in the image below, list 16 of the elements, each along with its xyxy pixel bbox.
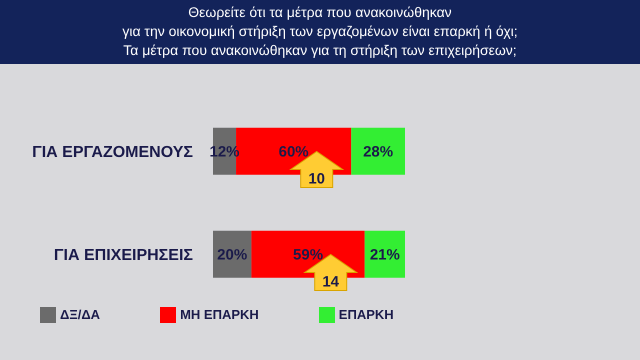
- chart-title: Θεωρείτε ότι τα μέτρα που ανακοινώθηκαν για την οικονομική στήριξη των εργαζομένων είναι επαρκή ή όχι; Τα μέτρα που ανακοινώθηκαν για τη στήριξη των επιχειρήσεων;: [121, 3, 519, 60]
- y-tick-label: ΓΙΑ ΕΠΙΧΕΙΡΗΣΕΙΣ: [54, 247, 194, 264]
- data-label: 21%: [370, 246, 400, 264]
- y-tick-label: ΓΙΑ ΕΡΓΑΖΟΜΕΝΟΥΣ: [32, 144, 194, 162]
- legend-label: ΔΞ/ΔΑ: [60, 307, 100, 322]
- data-label: 60%: [278, 143, 309, 160]
- annotation: 10: [308, 170, 326, 188]
- legend-label: ΕΠΑΡΚΗ: [338, 307, 394, 322]
- bar: [213, 230, 252, 278]
- data-label: 59%: [293, 246, 324, 264]
- bar: [364, 230, 405, 278]
- annotation: 14: [322, 274, 340, 290]
- data-label: 20%: [217, 246, 248, 264]
- data-label: 28%: [363, 143, 394, 160]
- bar: [351, 128, 405, 175]
- legend-label: ΜΗ ΕΠΑΡΚΗ: [180, 307, 259, 322]
